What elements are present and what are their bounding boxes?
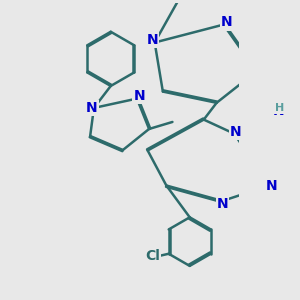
- Text: N: N: [266, 179, 278, 194]
- Text: N: N: [134, 89, 145, 103]
- Text: N: N: [146, 33, 158, 47]
- Text: Cl: Cl: [146, 249, 160, 263]
- Text: N: N: [221, 15, 232, 29]
- Text: N: N: [86, 101, 98, 115]
- Text: N: N: [272, 104, 284, 118]
- Text: N: N: [217, 197, 228, 211]
- Text: N: N: [230, 125, 242, 139]
- Text: H: H: [275, 103, 284, 113]
